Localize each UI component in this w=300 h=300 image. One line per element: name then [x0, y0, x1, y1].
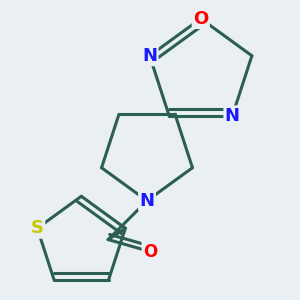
Text: O: O: [143, 242, 157, 260]
Text: O: O: [193, 10, 208, 28]
Text: S: S: [31, 219, 44, 237]
Text: N: N: [140, 192, 154, 210]
Text: N: N: [142, 47, 157, 65]
Text: N: N: [225, 107, 240, 125]
